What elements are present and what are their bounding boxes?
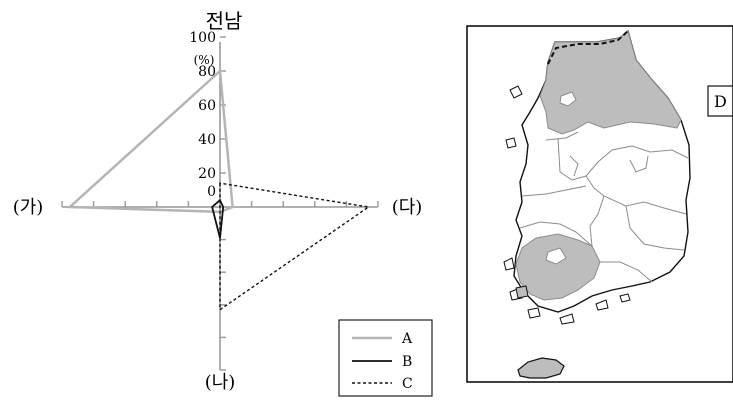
internal-boundaries bbox=[519, 131, 689, 283]
island-shaded-small bbox=[515, 285, 529, 299]
axis-label-bottom: (나) bbox=[205, 372, 236, 393]
legend-label-c: C bbox=[402, 376, 413, 392]
jeju-island bbox=[517, 357, 565, 379]
series-c-polygon bbox=[219, 182, 371, 312]
tick-label-0: 0 bbox=[207, 184, 216, 200]
axis-label-left: (가) bbox=[13, 197, 44, 218]
legend-label-a: A bbox=[401, 331, 413, 347]
series-b-polygon bbox=[211, 198, 225, 239]
tick-label-20: 20 bbox=[198, 166, 216, 182]
map-hole-north bbox=[559, 91, 577, 107]
legend-box bbox=[338, 319, 433, 397]
tick-label-60: 60 bbox=[198, 98, 216, 114]
chart-title: 전남 bbox=[206, 9, 243, 33]
shaded-region-north bbox=[539, 30, 682, 135]
map-label-box bbox=[707, 85, 733, 117]
map-label-text: D bbox=[714, 92, 727, 111]
map-hole-southwest bbox=[545, 247, 567, 265]
map-frame bbox=[466, 25, 733, 383]
tick-label-80: 80 bbox=[198, 64, 216, 80]
tick-label-40: 40 bbox=[198, 132, 216, 148]
tick-label-100: 100 bbox=[189, 30, 216, 46]
unit-label: (%) bbox=[194, 53, 215, 67]
northern-border-dashed bbox=[547, 30, 629, 65]
legend: A B C bbox=[338, 319, 433, 397]
axis-label-right: (다) bbox=[392, 197, 423, 218]
tick-labels: 0 20 40 60 80 100 bbox=[189, 30, 216, 200]
series-layer bbox=[66, 68, 371, 312]
legend-label-b: B bbox=[402, 354, 412, 370]
shaded-region-southwest bbox=[515, 233, 601, 301]
map-panel: D bbox=[466, 25, 733, 383]
